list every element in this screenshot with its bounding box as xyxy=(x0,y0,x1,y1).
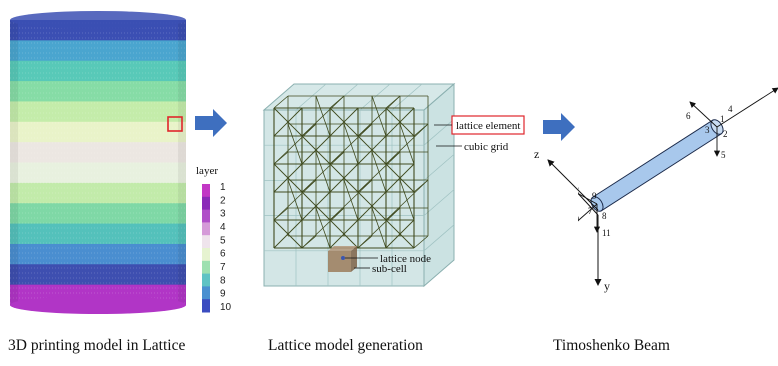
dof-7: 7 xyxy=(588,206,593,216)
legend-tick: 4 xyxy=(220,222,226,233)
legend-ticks: 1 2 3 4 5 6 7 8 9 10 xyxy=(220,182,232,313)
lattice-node-label: lattice node xyxy=(380,253,431,265)
legend-tick: 3 xyxy=(220,209,226,220)
legend-colorbar xyxy=(202,184,210,313)
sub-cell xyxy=(328,246,357,272)
legend-title: layer xyxy=(196,165,218,177)
cylinder-band xyxy=(10,101,186,123)
cubic-grid-label: cubic grid xyxy=(464,141,509,153)
arrow-2 xyxy=(543,113,575,141)
dof-4: 4 xyxy=(728,104,733,114)
sub-cell-label: sub-cell xyxy=(372,263,407,275)
axis-z-label: z xyxy=(534,147,539,161)
legend-tick: 2 xyxy=(220,195,226,206)
dof-10: 10 xyxy=(578,214,580,224)
cylinder-band xyxy=(10,182,186,204)
cylinder-band xyxy=(10,162,186,184)
dof-6: 6 xyxy=(686,111,691,121)
arrow-1 xyxy=(195,109,227,137)
legend-tick: 9 xyxy=(220,289,226,300)
cylinder-band xyxy=(10,203,186,225)
cylinder-bottom xyxy=(10,296,186,314)
cylinder-band xyxy=(10,142,186,164)
cylinder-band xyxy=(10,40,186,62)
axis-y-label: y xyxy=(604,279,610,293)
dof-3: 3 xyxy=(705,125,710,135)
beam-panel: y 1 2 3 4 5 6 7 8 9 10 11 12 xyxy=(578,87,778,293)
legend-tick: 8 xyxy=(220,275,226,286)
dof-9: 9 xyxy=(592,191,597,201)
legend-tick: 7 xyxy=(220,262,226,273)
end1-dofs xyxy=(689,87,778,157)
dof-2: 2 xyxy=(723,129,728,139)
lattice-panel: lattice element cubic grid lattice node … xyxy=(262,82,525,288)
cylinder-band xyxy=(10,243,186,265)
caption-3d-printing-model: 3D printing model in Lattice xyxy=(8,337,186,354)
caption-timoshenko-beam: Timoshenko Beam xyxy=(553,337,670,354)
cylinder-top xyxy=(10,11,186,29)
cylinder-band xyxy=(10,60,186,82)
caption-lattice-generation: Lattice model generation xyxy=(268,337,423,354)
cylinder-band xyxy=(10,121,186,143)
dof-11: 11 xyxy=(602,228,611,238)
highlight-box xyxy=(167,116,183,132)
dof-5: 5 xyxy=(721,150,726,160)
lattice-element-label: lattice element xyxy=(456,120,520,132)
legend-tick: 5 xyxy=(220,235,226,246)
cylinder-band xyxy=(10,264,186,286)
dof-1: 1 xyxy=(720,114,725,124)
dof-8: 8 xyxy=(602,211,607,221)
cylinder-layer-bands xyxy=(10,20,186,306)
legend-tick: 1 xyxy=(220,182,226,193)
lattice-struts xyxy=(273,95,429,249)
cylinder-panel: layer 1 2 3 4 5 6 7 8 9 10 xyxy=(10,11,232,314)
cylinder-band xyxy=(10,223,186,245)
legend-tick: 10 xyxy=(220,302,232,313)
z-axis: z xyxy=(534,147,599,211)
legend-tick: 6 xyxy=(220,249,226,260)
cylinder-band xyxy=(10,81,186,103)
